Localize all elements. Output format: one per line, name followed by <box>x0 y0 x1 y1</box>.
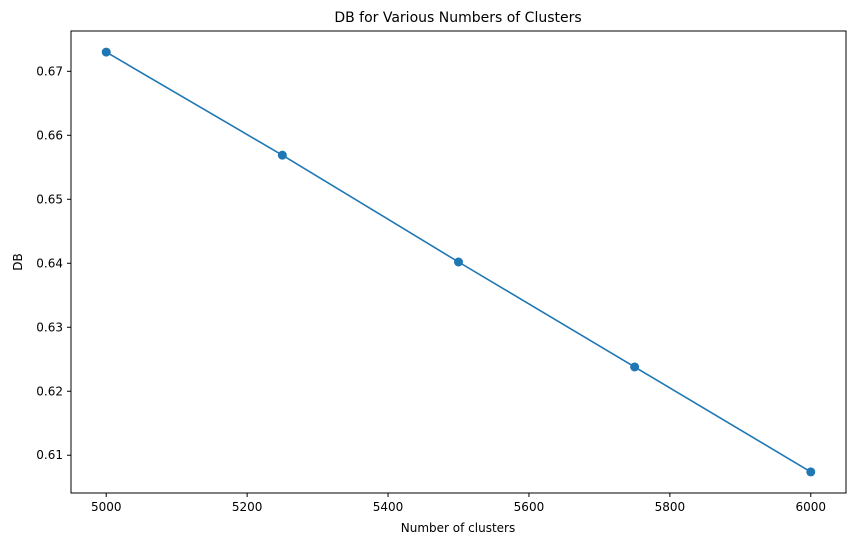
x-axis-label: Number of clusters <box>401 521 515 535</box>
y-axis-label: DB <box>11 253 25 270</box>
data-point <box>277 150 287 160</box>
x-tick-label: 5000 <box>91 500 122 514</box>
data-point <box>806 467 816 477</box>
x-tick-label: 5200 <box>232 500 263 514</box>
x-tick-label: 6000 <box>795 500 826 514</box>
y-tick-label: 0.65 <box>36 192 63 206</box>
x-tick-label: 5600 <box>514 500 545 514</box>
data-point <box>101 47 111 57</box>
y-tick-label: 0.61 <box>36 448 63 462</box>
x-tick-label: 5800 <box>655 500 686 514</box>
y-tick-label: 0.67 <box>36 64 63 78</box>
y-tick-label: 0.66 <box>36 128 63 142</box>
y-axis: 0.61 0.62 0.63 0.64 0.65 0.66 0.67 <box>36 64 71 462</box>
x-axis: 5000 5200 5400 5600 5800 6000 <box>91 493 826 514</box>
series-layer <box>101 47 816 477</box>
y-tick-label: 0.62 <box>36 384 63 398</box>
data-point <box>454 257 463 267</box>
x-tick-label: 5400 <box>373 500 404 514</box>
data-point <box>630 362 640 372</box>
y-tick-label: 0.63 <box>36 320 63 334</box>
chart-title: DB for Various Numbers of Clusters <box>334 10 581 26</box>
y-tick-label: 0.64 <box>36 256 63 270</box>
